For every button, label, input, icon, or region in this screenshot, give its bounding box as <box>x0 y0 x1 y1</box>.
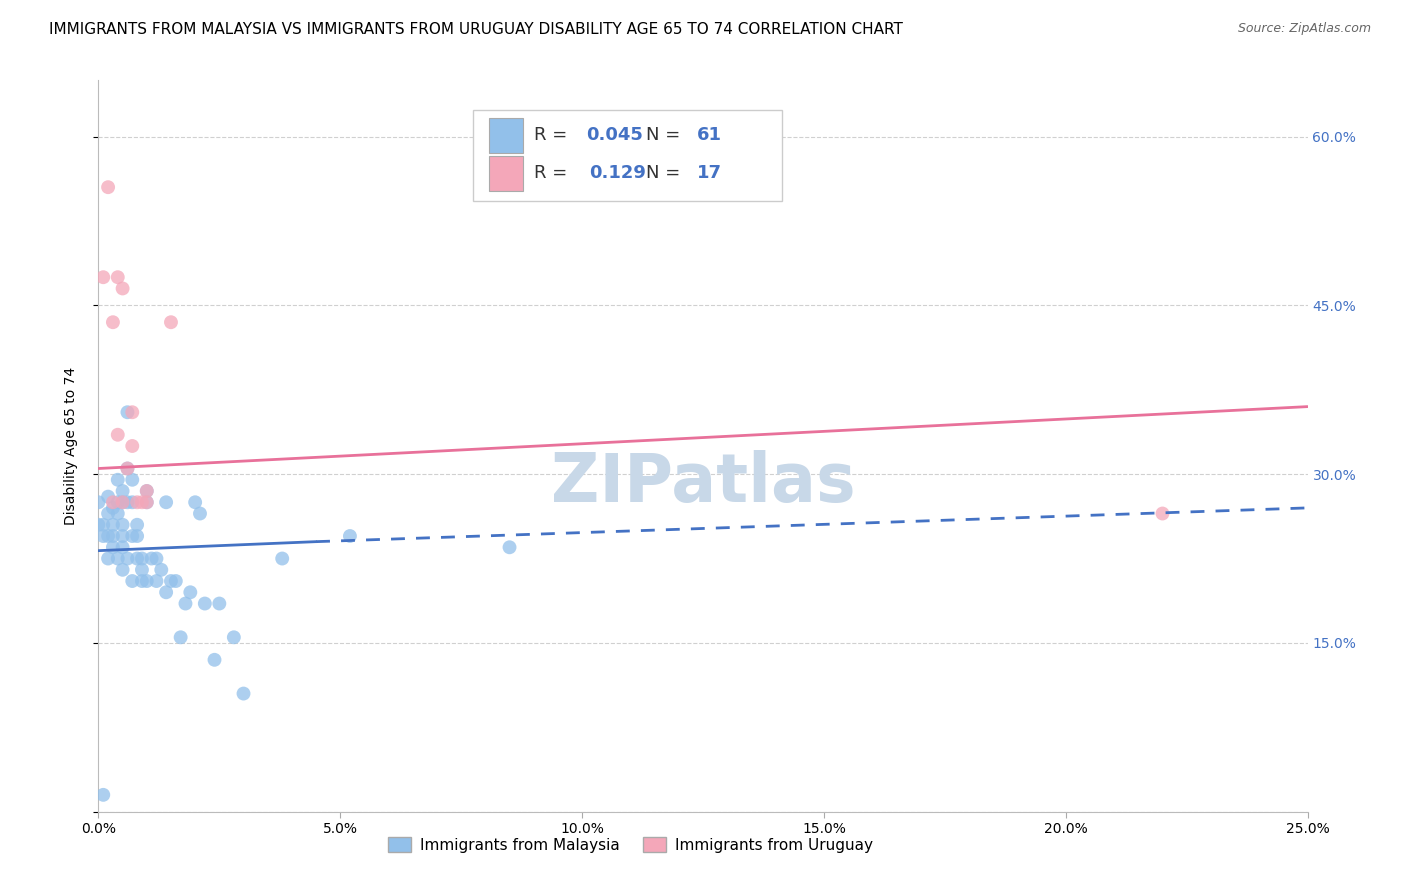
Point <box>97 551 120 566</box>
Point <box>174 597 197 611</box>
Point <box>111 517 134 532</box>
Point <box>184 495 207 509</box>
Text: IMMIGRANTS FROM MALAYSIA VS IMMIGRANTS FROM URUGUAY DISABILITY AGE 65 TO 74 CORR: IMMIGRANTS FROM MALAYSIA VS IMMIGRANTS F… <box>49 22 903 37</box>
Point <box>160 574 183 588</box>
Point <box>121 405 143 419</box>
Point <box>91 270 114 285</box>
Point <box>111 483 134 498</box>
Point <box>145 574 167 588</box>
Point <box>97 490 120 504</box>
Point <box>101 541 124 555</box>
Point <box>91 788 114 802</box>
Text: R =: R = <box>534 126 572 145</box>
Point <box>194 597 217 611</box>
Point <box>131 574 153 588</box>
Point <box>121 495 143 509</box>
Point <box>87 517 110 532</box>
Point <box>160 315 183 329</box>
Point <box>121 574 143 588</box>
Point <box>135 495 157 509</box>
Point <box>101 315 124 329</box>
Text: Source: ZipAtlas.com: Source: ZipAtlas.com <box>1237 22 1371 36</box>
Point <box>107 473 129 487</box>
Point <box>107 270 129 285</box>
Point <box>117 405 139 419</box>
Point <box>188 507 211 521</box>
Text: 0.045: 0.045 <box>586 126 643 145</box>
Text: N =: N = <box>647 126 686 145</box>
Point <box>121 439 143 453</box>
Point <box>131 495 153 509</box>
Point <box>117 551 139 566</box>
Point <box>498 541 520 555</box>
Point <box>127 529 149 543</box>
Point <box>208 597 231 611</box>
Point <box>107 507 129 521</box>
Point <box>141 551 163 566</box>
Point <box>155 495 177 509</box>
Point <box>232 687 254 701</box>
Text: 17: 17 <box>697 164 721 182</box>
Text: 61: 61 <box>697 126 721 145</box>
Point <box>135 483 157 498</box>
Point <box>107 427 129 442</box>
Point <box>271 551 294 566</box>
Point <box>97 507 120 521</box>
Point <box>121 473 143 487</box>
FancyBboxPatch shape <box>489 155 523 191</box>
Point <box>111 281 134 295</box>
Point <box>101 529 124 543</box>
Legend: Immigrants from Malaysia, Immigrants from Uruguay: Immigrants from Malaysia, Immigrants fro… <box>382 831 879 859</box>
Point <box>111 529 134 543</box>
Point <box>135 495 157 509</box>
Point <box>101 517 124 532</box>
Point <box>87 495 110 509</box>
Point <box>145 551 167 566</box>
Point <box>97 180 120 194</box>
Point <box>127 495 149 509</box>
Point <box>155 585 177 599</box>
Point <box>121 529 143 543</box>
Point <box>97 529 120 543</box>
Point <box>101 495 124 509</box>
Text: 0.129: 0.129 <box>589 164 647 182</box>
Point <box>135 574 157 588</box>
Point <box>117 461 139 475</box>
Point <box>131 563 153 577</box>
Point <box>222 630 245 644</box>
Point <box>91 517 114 532</box>
Point <box>127 551 149 566</box>
Point <box>131 551 153 566</box>
Point <box>165 574 187 588</box>
Point <box>127 517 149 532</box>
Point <box>135 483 157 498</box>
Point <box>111 495 134 509</box>
Point <box>111 563 134 577</box>
FancyBboxPatch shape <box>489 118 523 153</box>
Point <box>111 495 134 509</box>
Text: N =: N = <box>647 164 686 182</box>
Point <box>150 563 173 577</box>
Point <box>179 585 201 599</box>
Point <box>117 461 139 475</box>
Point <box>111 541 134 555</box>
FancyBboxPatch shape <box>474 110 782 201</box>
Point <box>101 500 124 515</box>
Point <box>107 551 129 566</box>
Point <box>169 630 191 644</box>
Point <box>117 495 139 509</box>
Point <box>204 653 226 667</box>
Point <box>91 529 114 543</box>
Text: R =: R = <box>534 164 578 182</box>
Point <box>1152 507 1174 521</box>
Y-axis label: Disability Age 65 to 74: Disability Age 65 to 74 <box>63 367 77 525</box>
Point <box>339 529 361 543</box>
Text: ZIPatlas: ZIPatlas <box>551 450 855 516</box>
Point <box>107 495 129 509</box>
